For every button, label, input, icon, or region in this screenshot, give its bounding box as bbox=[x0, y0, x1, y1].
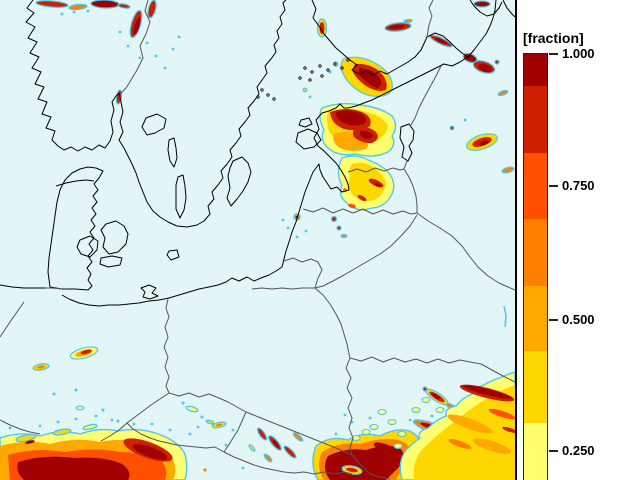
country-borders bbox=[0, 0, 515, 480]
border-norway-sweden bbox=[119, 0, 151, 95]
border-estonia-russia bbox=[403, 65, 442, 170]
lake-vanern bbox=[141, 113, 167, 136]
colorbar-tick-label: 0.750 bbox=[562, 178, 595, 193]
island-bornholm bbox=[166, 249, 180, 261]
island-gotland bbox=[226, 156, 252, 207]
colorbar-segment bbox=[524, 219, 547, 286]
colorbar-tick bbox=[549, 185, 558, 187]
coastline-karelia bbox=[467, 0, 497, 58]
map-panel bbox=[0, 0, 517, 480]
coastline-finland-baltics bbox=[61, 0, 469, 307]
legend-panel: [fraction] 1.000 0.750 0.500 0.250 bbox=[517, 0, 640, 480]
colorbar-segment bbox=[524, 86, 547, 153]
border-czech-slovakia bbox=[223, 411, 247, 453]
low-fraction-specks bbox=[334, 413, 434, 436]
hotspot-gulf-of-finland bbox=[302, 56, 393, 111]
colorbar-tick bbox=[549, 450, 558, 452]
colorbar-segment bbox=[524, 286, 547, 351]
hotspot-north-estonia bbox=[319, 102, 397, 157]
border-germany-austria bbox=[0, 419, 128, 442]
border-lithuania-belarus bbox=[314, 214, 418, 289]
lake-peipus bbox=[399, 123, 415, 162]
border-denmark-germany bbox=[45, 287, 63, 290]
island-funen bbox=[76, 235, 99, 258]
low-fraction-specks bbox=[8, 414, 200, 436]
border-germany-netherlands bbox=[0, 301, 25, 338]
colorbar-tick-label: 1.000 bbox=[562, 46, 595, 61]
island-zealand bbox=[100, 220, 129, 255]
border-germany-poland bbox=[163, 298, 170, 394]
border-finland-russia bbox=[426, 0, 434, 38]
colorbar-segment bbox=[524, 351, 547, 423]
coastline-ladoga-shore bbox=[502, 0, 515, 18]
hotspot-tatra-carpathians bbox=[312, 419, 464, 480]
island-saaremaa bbox=[295, 128, 322, 150]
colorbar-tick bbox=[549, 319, 558, 321]
border-czech-west-south bbox=[126, 392, 225, 453]
belarus-edge-speck bbox=[503, 305, 507, 328]
lake-ladoga bbox=[469, 0, 503, 17]
colorbar-segment bbox=[524, 54, 547, 86]
coastline-scandinavia bbox=[25, 0, 287, 228]
hotspot-germany-hills bbox=[32, 346, 120, 423]
coastlines bbox=[0, 0, 515, 307]
island-lolland bbox=[99, 255, 123, 268]
border-czech-north bbox=[168, 392, 247, 413]
archipelago-dots bbox=[256, 58, 350, 101]
colorbar-segment bbox=[524, 423, 547, 480]
hotspot-alps bbox=[0, 414, 200, 480]
europe-map bbox=[0, 0, 515, 480]
lake-vattern bbox=[167, 137, 178, 168]
colorbar-tick-label: 0.250 bbox=[562, 443, 595, 458]
coastline-limfjord bbox=[55, 179, 95, 187]
colorbar-tick-label: 0.500 bbox=[562, 312, 595, 327]
colorbar-title: [fraction] bbox=[523, 30, 584, 46]
island-hiiumaa bbox=[298, 117, 313, 128]
coastline-jutland bbox=[47, 166, 104, 291]
border-slovakia-hungary bbox=[223, 451, 353, 475]
border-poland-ukraine bbox=[345, 357, 354, 456]
border-poland-belarus bbox=[314, 287, 351, 359]
hotspot-scandes-mountains bbox=[35, 0, 181, 105]
border-latvia-russia bbox=[403, 168, 418, 213]
coastline-north-sea bbox=[0, 284, 45, 289]
border-slovakia-ukraine bbox=[351, 454, 391, 480]
island-ruegen bbox=[140, 284, 159, 300]
low-fraction-specks bbox=[60, 9, 181, 70]
colorbar bbox=[523, 53, 548, 480]
border-latvia-lithuania bbox=[302, 207, 418, 215]
colorbar-tick bbox=[549, 53, 558, 55]
border-belarus-russia bbox=[416, 212, 515, 291]
colorbar-segment bbox=[524, 153, 547, 219]
hotspot-tatra-west-streaks bbox=[203, 421, 304, 472]
outlying-islets bbox=[351, 396, 445, 450]
hotspot-east-carpathians bbox=[334, 371, 515, 480]
island-oland bbox=[175, 174, 187, 219]
border-poland-slovakia bbox=[245, 411, 353, 456]
border-belarus-ukraine bbox=[349, 356, 515, 383]
border-estonia-latvia bbox=[347, 167, 405, 173]
border-kaliningrad bbox=[251, 257, 323, 290]
